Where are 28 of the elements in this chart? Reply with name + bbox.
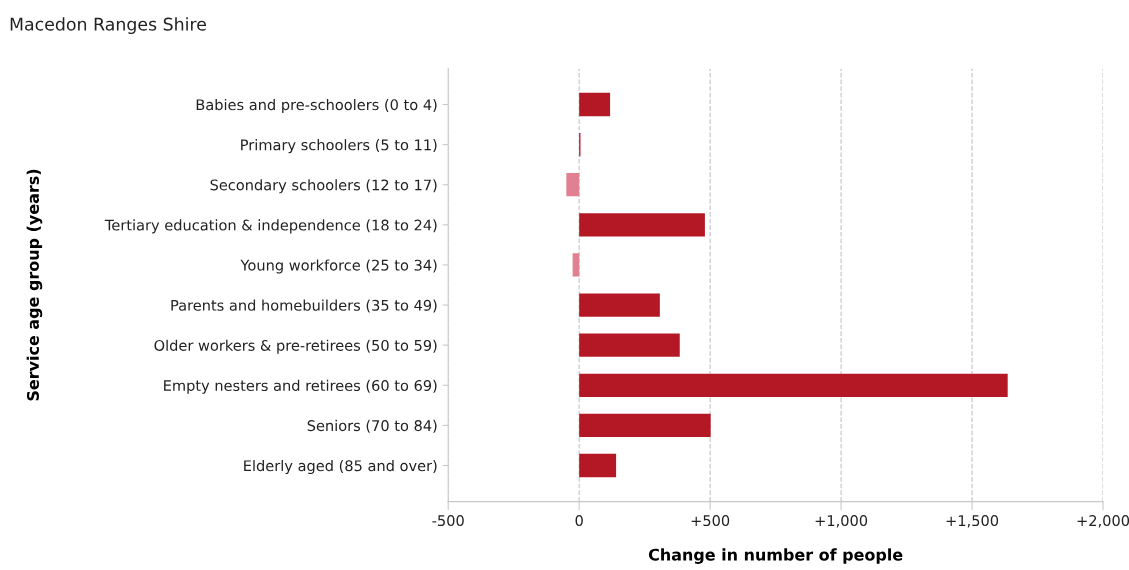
bar [579, 213, 705, 237]
y-axis-title: Service age group (years) [26, 169, 43, 401]
x-tick-label: +2,000 [1077, 515, 1129, 528]
bar [579, 413, 711, 438]
bar [566, 173, 580, 197]
x-tick-label: 0 [575, 515, 583, 527]
bar [579, 293, 660, 317]
bar [579, 92, 611, 117]
bar [579, 373, 1008, 397]
x-tick-label: +1,000 [815, 515, 868, 528]
y-tick-label: Elderly aged (85 and over) [244, 459, 437, 475]
y-tick-label: Secondary schoolers (12 to 17) [210, 179, 437, 194]
y-tick-label: Tertiary education & independence (18 to 24) [104, 219, 437, 234]
y-tick-label: Babies and pre-schoolers (0 to 4) [196, 98, 437, 114]
y-tick-label: Parents and homebuilders (35 to 49) [171, 299, 437, 313]
bar [579, 333, 680, 357]
y-tick-label: Empty nesters and retirees (60 to 69) [164, 379, 437, 394]
y-tick-label: Young workforce (25 to 34) [240, 259, 437, 274]
y-tick-label: Older workers & pre-retirees (50 to 59) [154, 339, 437, 354]
bar [579, 453, 617, 478]
bar [572, 253, 580, 277]
x-tick-label: +500 [691, 515, 730, 527]
x-tick-label: -500 [432, 515, 464, 527]
x-axis-title: Change in number of people [648, 548, 903, 564]
y-tick-label: Primary schoolers (5 to 11) [241, 139, 437, 154]
x-tick-label: +1,500 [946, 515, 999, 528]
y-tick-label: Seniors (70 to 84) [307, 419, 437, 433]
text: Macedon Ranges Shire [10, 17, 206, 35]
